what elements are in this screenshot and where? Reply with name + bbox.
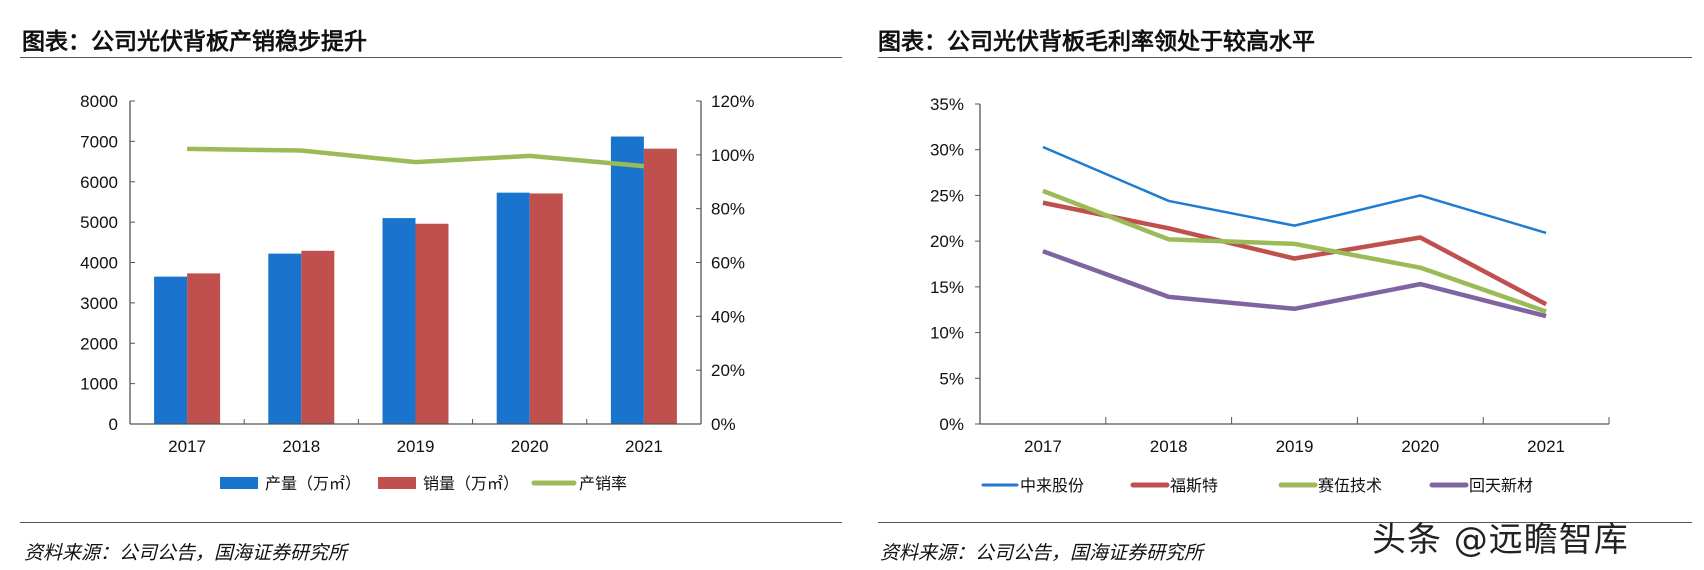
right-title-divider — [878, 57, 1692, 58]
x-tick-label: 2017 — [168, 437, 206, 456]
legend-swatch — [378, 477, 416, 489]
right-y-tick-label: 120% — [711, 92, 754, 111]
bar-production — [268, 253, 302, 424]
legend-label: 销量（万㎡） — [423, 474, 519, 493]
y-tick-label: 15% — [930, 278, 964, 297]
y-tick-label: 20% — [930, 232, 964, 251]
left-y-tick-label: 3000 — [80, 294, 118, 313]
x-tick-label: 2019 — [1276, 437, 1314, 456]
x-tick-label: 2020 — [1401, 437, 1439, 456]
legend-swatch — [220, 477, 258, 489]
right-source-note: 资料来源：公司公告，国海证券研究所 — [880, 542, 1204, 564]
y-tick-label: 10% — [930, 324, 964, 343]
left-source-divider — [20, 522, 842, 523]
x-tick-label: 2021 — [625, 437, 663, 456]
right-chart: 0% 5% 10% 15% 20% 25% 30% 35% 2017 2018 2019 2020 20… — [930, 95, 1610, 495]
right-y-tick-label: 60% — [711, 254, 745, 273]
bar-sales — [415, 223, 449, 424]
left-y-tick-label: 7000 — [80, 132, 118, 151]
right-y-tick-label: 40% — [711, 307, 745, 326]
right-y-tick-label: 20% — [711, 361, 745, 380]
left-title-divider — [20, 57, 842, 58]
legend-label: 回天新材 — [1469, 476, 1533, 495]
left-y-tick-label: 4000 — [80, 254, 118, 273]
left-y-tick-label: 1000 — [80, 375, 118, 394]
x-tick-label: 2021 — [1527, 437, 1565, 456]
legend-label: 产量（万㎡） — [265, 474, 361, 493]
left-chart: 0 1000 2000 3000 4000 5000 6000 7000 8000 0% 20% 40… — [80, 92, 754, 493]
y-tick-label: 5% — [939, 369, 964, 388]
right-source-divider — [878, 522, 1692, 523]
bar-sales — [301, 250, 335, 424]
bar-production — [610, 136, 644, 424]
y-tick-label: 25% — [930, 186, 964, 205]
x-tick-label: 2017 — [1024, 437, 1062, 456]
line-series-3 — [1042, 249, 1547, 319]
line-series-0 — [1042, 145, 1547, 235]
y-tick-label: 35% — [930, 95, 964, 114]
x-tick-label: 2018 — [282, 437, 320, 456]
legend-label: 福斯特 — [1170, 476, 1218, 495]
left-chart-title: 图表：公司光伏背板产销稳步提升 — [22, 29, 367, 55]
line-series-1 — [1042, 200, 1548, 307]
left-y-tick-label: 0 — [109, 415, 118, 434]
line-production-sales-ratio — [187, 146, 645, 169]
bar-production — [382, 218, 416, 424]
y-tick-label: 30% — [930, 141, 964, 160]
right-y-tick-label: 80% — [711, 200, 745, 219]
line-series-2 — [1042, 188, 1547, 314]
legend-label: 产销率 — [579, 474, 627, 493]
right-y-tick-label: 0% — [711, 415, 736, 434]
left-y-tick-label: 6000 — [80, 173, 118, 192]
x-tick-label: 2018 — [1150, 437, 1188, 456]
legend-label: 赛伍技术 — [1318, 476, 1382, 495]
bar-sales — [529, 193, 563, 424]
left-y-tick-label: 2000 — [80, 334, 118, 353]
bar-sales — [643, 148, 677, 424]
x-tick-label: 2020 — [511, 437, 549, 456]
left-y-tick-label: 8000 — [80, 92, 118, 111]
bar-production — [496, 192, 530, 424]
left-y-tick-label: 5000 — [80, 213, 118, 232]
right-y-tick-label: 100% — [711, 146, 754, 165]
left-source-note: 资料来源：公司公告，国海证券研究所 — [24, 542, 348, 564]
x-tick-label: 2019 — [397, 437, 435, 456]
watermark: 头条 @远瞻智库 — [1372, 520, 1629, 560]
y-tick-label: 0% — [939, 415, 964, 434]
right-chart-title: 图表：公司光伏背板毛利率领处于较高水平 — [878, 29, 1315, 55]
legend-label: 中来股份 — [1020, 476, 1084, 495]
bar-sales — [187, 273, 221, 424]
bar-production — [154, 276, 188, 424]
